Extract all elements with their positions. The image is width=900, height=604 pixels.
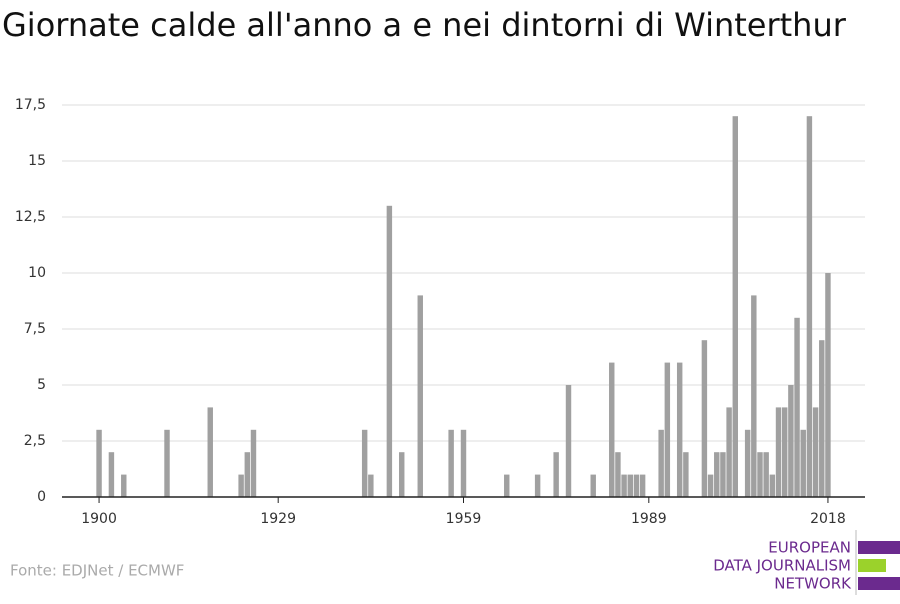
bar <box>621 474 627 497</box>
x-tick-label: 2018 <box>810 511 846 527</box>
bar <box>757 452 763 497</box>
y-tick-label: 17,5 <box>15 97 46 113</box>
bar <box>714 452 720 497</box>
bar <box>590 474 596 497</box>
bar <box>726 407 732 497</box>
bar <box>788 385 794 497</box>
logo-text: NETWORK <box>774 575 852 593</box>
bar <box>164 429 170 497</box>
bar <box>775 407 782 497</box>
bar <box>800 429 806 497</box>
source: Fonte: EDJNet / ECMWF <box>10 562 184 580</box>
bar <box>615 452 621 497</box>
bar <box>361 429 368 497</box>
bar <box>627 474 633 497</box>
bar <box>825 273 831 497</box>
bar <box>448 429 454 497</box>
bar <box>96 429 102 497</box>
bar <box>781 407 788 497</box>
bar <box>732 116 739 497</box>
bar <box>769 474 776 497</box>
bar <box>460 429 467 497</box>
bar <box>504 474 510 497</box>
bar <box>553 452 559 497</box>
bar <box>812 407 819 497</box>
bar <box>683 452 689 497</box>
bar <box>676 362 683 497</box>
y-tick-label: 12,5 <box>15 209 46 225</box>
logo-bar <box>858 541 900 554</box>
bar <box>565 385 572 497</box>
x-tick-label: 1900 <box>81 511 117 527</box>
chart-title: Giornate calde all'anno a e nei dintorni… <box>2 6 847 44</box>
bar <box>720 452 726 497</box>
bar <box>399 452 405 497</box>
bar <box>534 474 541 497</box>
bar <box>658 429 664 497</box>
bar <box>701 340 708 497</box>
logo-bar <box>858 577 900 590</box>
y-tick-label: 10 <box>28 265 46 281</box>
bar <box>707 474 714 497</box>
y-tick-label: 0 <box>37 489 46 505</box>
y-tick-label: 5 <box>37 377 46 393</box>
y-tick-label: 15 <box>28 153 46 169</box>
bar <box>386 205 393 498</box>
bar <box>744 429 751 497</box>
bar <box>244 452 251 497</box>
bar <box>609 362 615 497</box>
bar <box>121 474 127 497</box>
y-tick-label: 2,5 <box>24 433 46 449</box>
bar <box>819 340 825 497</box>
bar <box>207 407 213 497</box>
bar <box>368 474 374 497</box>
bar <box>238 474 244 497</box>
bar <box>664 362 671 497</box>
bar <box>250 429 257 497</box>
x-tick-label: 1929 <box>260 511 296 527</box>
bar <box>633 474 640 497</box>
bar <box>639 474 646 497</box>
bar <box>763 452 769 497</box>
logo-text: DATA JOURNALISM <box>713 557 851 575</box>
bar <box>108 452 115 497</box>
logo: EUROPEAN DATA JOURNALISM NETWORK <box>713 530 900 595</box>
logo-text: EUROPEAN <box>768 539 851 557</box>
x-tick-label: 1959 <box>446 511 482 527</box>
y-tick-label: 7,5 <box>24 321 46 337</box>
bar <box>806 116 813 497</box>
bar <box>794 317 800 497</box>
logo-bar <box>858 559 886 572</box>
bar <box>751 295 757 497</box>
bar <box>417 295 423 497</box>
x-tick-label: 1989 <box>631 511 667 527</box>
